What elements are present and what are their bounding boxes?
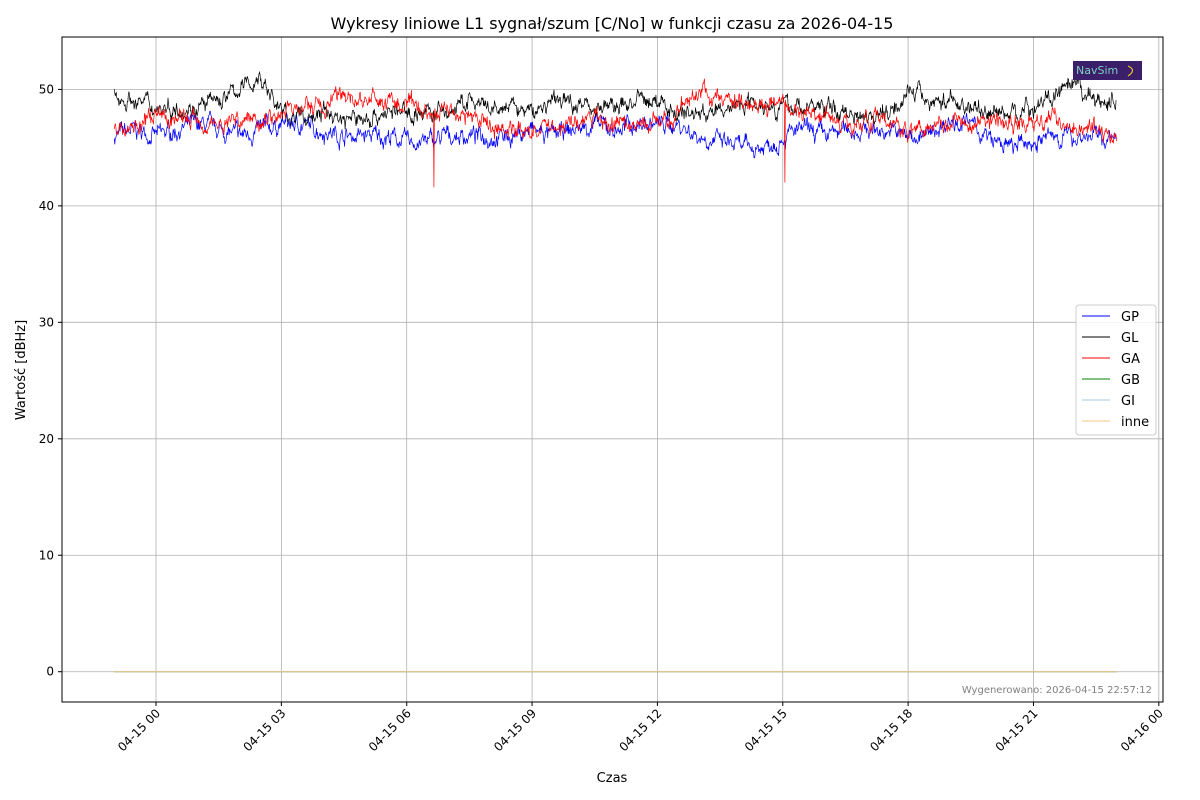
legend-label-gb: GB — [1121, 373, 1140, 388]
axis-ticks: 04-15 00 04-15 03 04-15 06 04-15 09 04-15 12… — [39, 82, 1166, 754]
x-tick-label: 04-15 12 — [616, 706, 664, 754]
plot-frame — [61, 36, 1164, 703]
y-tick-label: 20 — [39, 432, 54, 446]
y-tick-label: 50 — [39, 82, 54, 96]
x-tick-label: 04-15 00 — [115, 706, 163, 754]
y-tick-label: 30 — [39, 315, 54, 329]
y-tick-label: 0 — [46, 665, 54, 679]
y-axis-label: Wartość [dBHz] — [14, 320, 29, 420]
series-lines — [113, 70, 1118, 673]
y-tick-label: 40 — [39, 199, 54, 213]
legend-label-gl: GL — [1121, 331, 1139, 346]
legend-label-gi: GI — [1121, 394, 1135, 409]
legend: GP GL GA GB GI inne — [1075, 304, 1157, 436]
x-tick-label: 04-16 00 — [1118, 706, 1166, 754]
x-tick-label: 04-15 06 — [366, 706, 414, 754]
legend-label-inne: inne — [1121, 415, 1149, 430]
x-tick-label: 04-15 03 — [240, 706, 288, 754]
x-axis-label: Czas — [597, 771, 628, 786]
x-tick-label: 04-15 09 — [491, 706, 539, 754]
chart-title: Wykresy liniowe L1 sygnał/szum [C/No] w … — [331, 14, 894, 33]
legend-label-gp: GP — [1121, 310, 1139, 325]
legend-label-ga: GA — [1121, 352, 1140, 367]
x-tick-label: 04-15 15 — [742, 706, 790, 754]
svg-text:NavSim: NavSim — [1076, 64, 1118, 77]
series-line-ga — [113, 78, 1117, 188]
generated-footer: Wygenerowano: 2026-04-15 22:57:12 — [962, 685, 1152, 696]
x-tick-label: 04-15 18 — [867, 706, 915, 754]
x-tick-label: 04-15 21 — [993, 706, 1041, 754]
series-line-gp — [113, 109, 1117, 159]
series-line-gl — [113, 70, 1117, 130]
y-tick-label: 10 — [39, 548, 54, 562]
navsim-logo: NavSim — [1073, 61, 1142, 80]
